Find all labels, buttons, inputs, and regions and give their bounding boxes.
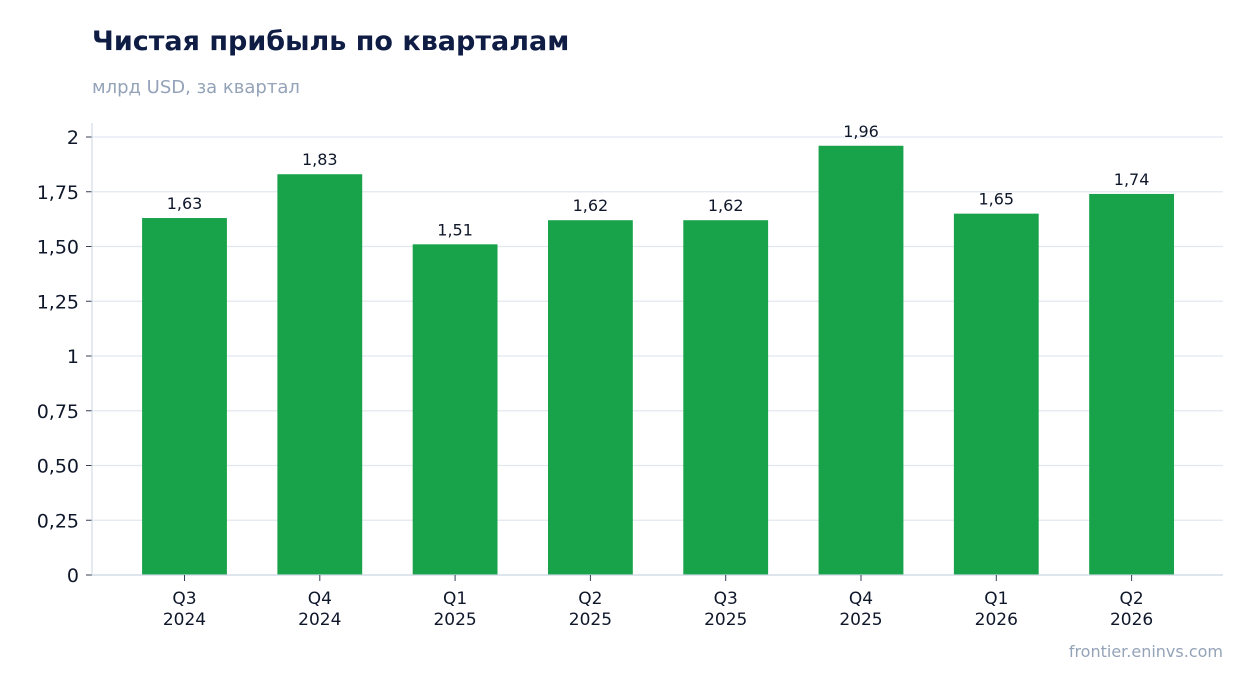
y-tick-label: 2	[67, 127, 79, 149]
x-tick-label-quarter: Q4	[308, 589, 332, 609]
bar	[547, 220, 633, 575]
y-tick-label: 0,50	[37, 456, 79, 478]
x-tick-label-year: 2025	[569, 610, 612, 630]
bar	[818, 145, 904, 575]
labels: 00,250,500,7511,251,501,7521,63Q320241,8…	[37, 122, 1154, 630]
bar	[953, 213, 1039, 575]
bar-value-label: 1,63	[167, 194, 203, 213]
x-tick-label-quarter: Q2	[578, 589, 602, 609]
x-tick-label-year: 2025	[433, 610, 476, 630]
x-tick-label-quarter: Q3	[172, 589, 196, 609]
y-tick-label: 1,75	[37, 182, 79, 204]
x-tick-label-year: 2026	[975, 610, 1018, 630]
bar-value-label: 1,51	[437, 220, 473, 239]
y-tick-label: 0	[67, 565, 79, 587]
x-tick-label-year: 2025	[839, 610, 882, 630]
bar-value-label: 1,65	[978, 190, 1014, 209]
y-tick-label: 1,25	[37, 291, 79, 313]
bar	[277, 174, 363, 576]
source-credit: frontier.eninvs.com	[1068, 642, 1223, 661]
axes	[86, 123, 1223, 581]
gridlines	[92, 136, 1223, 521]
x-tick-label-year: 2024	[298, 610, 341, 630]
y-tick-label: 1	[67, 346, 79, 368]
bar	[142, 218, 227, 575]
bar	[1089, 193, 1175, 575]
y-tick-label: 0,25	[37, 510, 79, 532]
bar-value-label: 1,62	[708, 196, 744, 215]
bar-value-label: 1,74	[1114, 170, 1150, 189]
x-tick-label-quarter: Q4	[849, 589, 873, 609]
bar-value-label: 1,62	[573, 196, 609, 215]
x-tick-label-quarter: Q1	[443, 589, 467, 609]
y-tick-label: 1,50	[37, 237, 79, 259]
x-tick-label-quarter: Q1	[984, 589, 1008, 609]
x-tick-label-year: 2026	[1110, 610, 1153, 630]
chart-title: Чистая прибыль по кварталам	[92, 26, 570, 57]
bar	[683, 220, 769, 575]
y-tick-label: 0,75	[37, 401, 79, 423]
bar-value-label: 1,83	[302, 150, 338, 169]
bar-value-label: 1,96	[843, 122, 879, 141]
x-tick-label-quarter: Q3	[714, 589, 738, 609]
x-tick-label-year: 2024	[163, 610, 206, 630]
bars	[142, 145, 1175, 576]
x-tick-label-year: 2025	[704, 610, 747, 630]
chart-subtitle: млрд USD, за квартал	[92, 77, 300, 98]
x-tick-label-quarter: Q2	[1119, 589, 1143, 609]
bar	[412, 244, 498, 575]
